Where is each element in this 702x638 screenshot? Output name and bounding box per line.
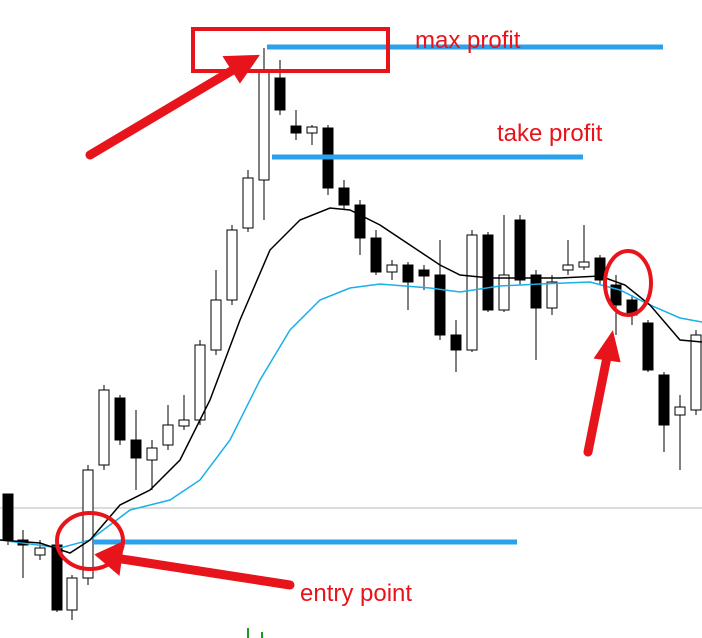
candle-body: [594, 257, 606, 281]
candle-body: [258, 69, 270, 181]
candle-body: [482, 234, 494, 311]
candle-body: [578, 261, 590, 268]
candle-body: [162, 424, 174, 446]
candle-body: [290, 125, 302, 134]
time-marker: [247, 628, 263, 638]
candle-body: [690, 334, 702, 411]
candle: [530, 270, 542, 360]
candle: [594, 255, 606, 285]
candle-body: [34, 547, 46, 556]
candle: [242, 170, 254, 232]
candle-body: [338, 187, 350, 206]
candle-body: [642, 322, 654, 371]
candle: [626, 295, 638, 325]
candle: [258, 48, 270, 220]
entry-point-label: entry point: [300, 580, 412, 607]
candle: [210, 270, 222, 355]
candle-body: [402, 264, 414, 283]
candle: [418, 265, 430, 290]
candle: [498, 215, 510, 312]
candle-body: [418, 269, 430, 277]
candle-body: [210, 299, 222, 351]
arrow: [85, 62, 243, 160]
candle-body: [514, 219, 526, 281]
candle-body: [226, 229, 238, 301]
candle: [674, 395, 686, 470]
candle-body: [546, 281, 558, 309]
candle: [66, 575, 78, 620]
candle: [354, 200, 366, 255]
candle: [162, 405, 174, 450]
candle: [98, 385, 110, 470]
candle: [370, 230, 382, 275]
candle-body: [2, 493, 14, 541]
candle: [690, 330, 702, 415]
candle-body: [242, 177, 254, 229]
arrow: [583, 347, 613, 457]
candle: [546, 275, 558, 315]
candle: [2, 493, 14, 545]
moving-average-fast: [0, 207, 702, 554]
candle-body: [610, 284, 622, 306]
entry-circle: [55, 511, 125, 571]
candle-body: [370, 237, 382, 273]
candle-body: [146, 447, 158, 461]
candle-body: [450, 334, 462, 351]
candle-body: [658, 374, 670, 426]
candle-body: [354, 204, 366, 239]
arrow: [110, 553, 295, 590]
candle-body: [98, 389, 110, 466]
candle-body: [386, 264, 398, 273]
max-profit-box: [191, 27, 390, 73]
candle: [274, 60, 286, 115]
candle-body: [194, 344, 206, 421]
candle-body: [130, 439, 142, 459]
candle: [658, 372, 670, 452]
candle-body: [466, 234, 478, 351]
candle-body: [66, 577, 78, 611]
candle: [130, 410, 142, 490]
candle-body: [434, 274, 446, 336]
candles: [2, 48, 702, 620]
candle: [386, 260, 398, 280]
candle: [514, 215, 526, 285]
candle-body: [530, 274, 542, 309]
candle: [322, 125, 334, 195]
candle: [482, 232, 494, 312]
moving-average-slow: [0, 281, 702, 549]
candle-body: [498, 274, 510, 311]
candle-body: [562, 264, 574, 271]
candle: [17, 530, 29, 578]
candle-body: [178, 419, 190, 427]
take-profit-label: take profit: [497, 120, 603, 147]
candle: [146, 440, 158, 490]
candle: [562, 240, 574, 275]
arrows: [85, 54, 621, 590]
candle-body: [674, 406, 686, 416]
candle: [290, 110, 302, 140]
candle: [642, 320, 654, 372]
candle: [466, 230, 478, 352]
candle: [338, 180, 350, 210]
candle-body: [82, 469, 94, 579]
candle: [114, 395, 126, 445]
candle: [578, 225, 590, 270]
arrow-head: [593, 330, 621, 363]
candle-body: [274, 77, 286, 111]
arrow-head: [222, 54, 260, 84]
candle: [226, 225, 238, 305]
candle: [610, 275, 622, 335]
candle-body: [306, 126, 318, 134]
candle: [82, 465, 94, 585]
candle: [178, 395, 190, 430]
candle: [306, 125, 318, 145]
max-profit-label: max profit: [415, 27, 521, 54]
arrow-head: [94, 540, 125, 576]
candle-body: [114, 397, 126, 441]
exit-circle: [603, 249, 653, 317]
candle: [450, 320, 462, 372]
